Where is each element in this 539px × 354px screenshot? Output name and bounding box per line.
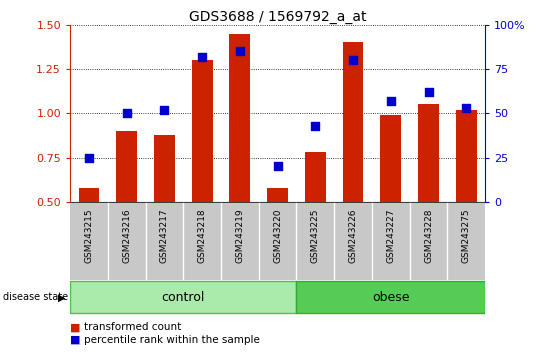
Bar [192, 60, 212, 202]
Text: ■: ■ [70, 335, 80, 345]
Point [122, 110, 131, 116]
Text: obese: obese [372, 291, 410, 304]
Bar [418, 104, 439, 202]
Bar [116, 131, 137, 202]
Bar [230, 34, 250, 202]
Point [236, 48, 244, 54]
Text: GSM243225: GSM243225 [311, 208, 320, 263]
Point [85, 155, 93, 160]
Bar [305, 152, 326, 202]
Text: GSM243218: GSM243218 [198, 208, 206, 263]
Text: GSM243226: GSM243226 [349, 208, 357, 263]
Text: percentile rank within the sample: percentile rank within the sample [84, 335, 259, 345]
Bar [267, 188, 288, 202]
Bar [456, 110, 476, 202]
Text: GSM243228: GSM243228 [424, 208, 433, 263]
Point [198, 54, 206, 59]
Text: disease state: disease state [3, 292, 68, 302]
Title: GDS3688 / 1569792_a_at: GDS3688 / 1569792_a_at [189, 10, 367, 24]
Text: GSM243227: GSM243227 [386, 208, 395, 263]
Point [386, 98, 395, 104]
Text: transformed count: transformed count [84, 322, 181, 332]
Text: control: control [162, 291, 205, 304]
Text: GSM243275: GSM243275 [462, 208, 471, 263]
Point [311, 123, 320, 129]
Text: GSM243216: GSM243216 [122, 208, 131, 263]
Text: ■: ■ [70, 322, 80, 332]
Text: GSM243217: GSM243217 [160, 208, 169, 263]
Bar [79, 188, 99, 202]
Text: ▶: ▶ [58, 292, 66, 302]
Text: GSM243220: GSM243220 [273, 208, 282, 263]
Point [160, 107, 169, 113]
Bar [381, 115, 401, 202]
Point [273, 164, 282, 169]
Text: GSM243219: GSM243219 [236, 208, 244, 263]
Point [349, 57, 357, 63]
Text: GSM243215: GSM243215 [85, 208, 93, 263]
Bar [70, 281, 296, 313]
Bar [296, 281, 485, 313]
Bar [154, 135, 175, 202]
Bar [343, 42, 363, 202]
Point [424, 89, 433, 95]
Point [462, 105, 471, 111]
